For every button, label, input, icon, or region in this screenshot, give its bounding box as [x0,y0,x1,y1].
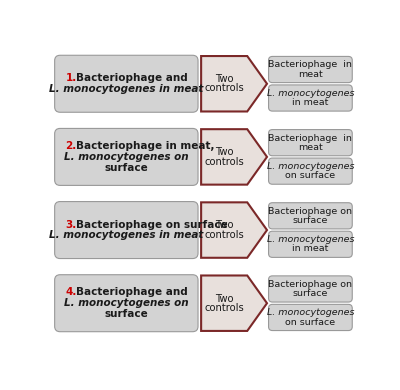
Text: 2.: 2. [66,141,77,151]
Text: Two: Two [215,147,234,157]
Text: meat: meat [298,143,323,152]
Text: Two: Two [215,294,234,303]
Text: on surface: on surface [285,317,336,326]
FancyBboxPatch shape [268,304,352,331]
Text: in meat: in meat [292,98,328,107]
FancyBboxPatch shape [55,202,198,259]
Text: controls: controls [204,303,244,313]
FancyBboxPatch shape [268,203,352,229]
Polygon shape [201,202,267,258]
Text: L. monocytogenes on: L. monocytogenes on [64,298,189,308]
Text: Bacteriophage on: Bacteriophage on [268,207,352,216]
Text: meat: meat [298,70,323,79]
Text: L. monocytogenes in meat: L. monocytogenes in meat [49,230,204,241]
Text: Bacteriophage on surface: Bacteriophage on surface [76,220,227,230]
Polygon shape [201,129,267,184]
Text: in meat: in meat [292,245,328,254]
Text: L. monocytogenes on: L. monocytogenes on [64,152,189,162]
Text: controls: controls [204,83,244,93]
FancyBboxPatch shape [268,231,352,257]
FancyBboxPatch shape [268,158,352,184]
Text: surface: surface [104,163,148,173]
FancyBboxPatch shape [268,57,352,83]
Text: 3.: 3. [66,220,77,230]
Text: controls: controls [204,230,244,240]
Text: L. monocytogenes: L. monocytogenes [267,235,354,244]
Text: L. monocytogenes in meat: L. monocytogenes in meat [49,84,204,94]
Text: 1.: 1. [66,73,77,83]
Text: Two: Two [215,220,234,230]
Text: Bacteriophage and: Bacteriophage and [76,287,187,298]
Text: Bacteriophage and: Bacteriophage and [76,73,187,83]
Text: Bacteriophage  in: Bacteriophage in [268,60,352,69]
Text: surface: surface [293,216,328,225]
Text: controls: controls [204,156,244,167]
FancyBboxPatch shape [268,85,352,111]
Text: L. monocytogenes: L. monocytogenes [267,89,354,98]
Text: surface: surface [293,289,328,298]
FancyBboxPatch shape [268,129,352,156]
Text: on surface: on surface [285,171,336,180]
FancyBboxPatch shape [55,55,198,112]
Text: 4.: 4. [66,287,77,298]
Text: L. monocytogenes: L. monocytogenes [267,162,354,171]
Text: L. monocytogenes: L. monocytogenes [267,308,354,317]
FancyBboxPatch shape [55,275,198,332]
Text: Bacteriophage  in: Bacteriophage in [268,133,352,143]
FancyBboxPatch shape [55,128,198,185]
Text: Bacteriophage in meat,: Bacteriophage in meat, [76,141,214,151]
Text: Two: Two [215,74,234,84]
Polygon shape [201,56,267,112]
FancyBboxPatch shape [268,276,352,302]
Polygon shape [201,275,267,331]
Text: surface: surface [104,309,148,319]
Text: Bacteriophage on: Bacteriophage on [268,280,352,289]
